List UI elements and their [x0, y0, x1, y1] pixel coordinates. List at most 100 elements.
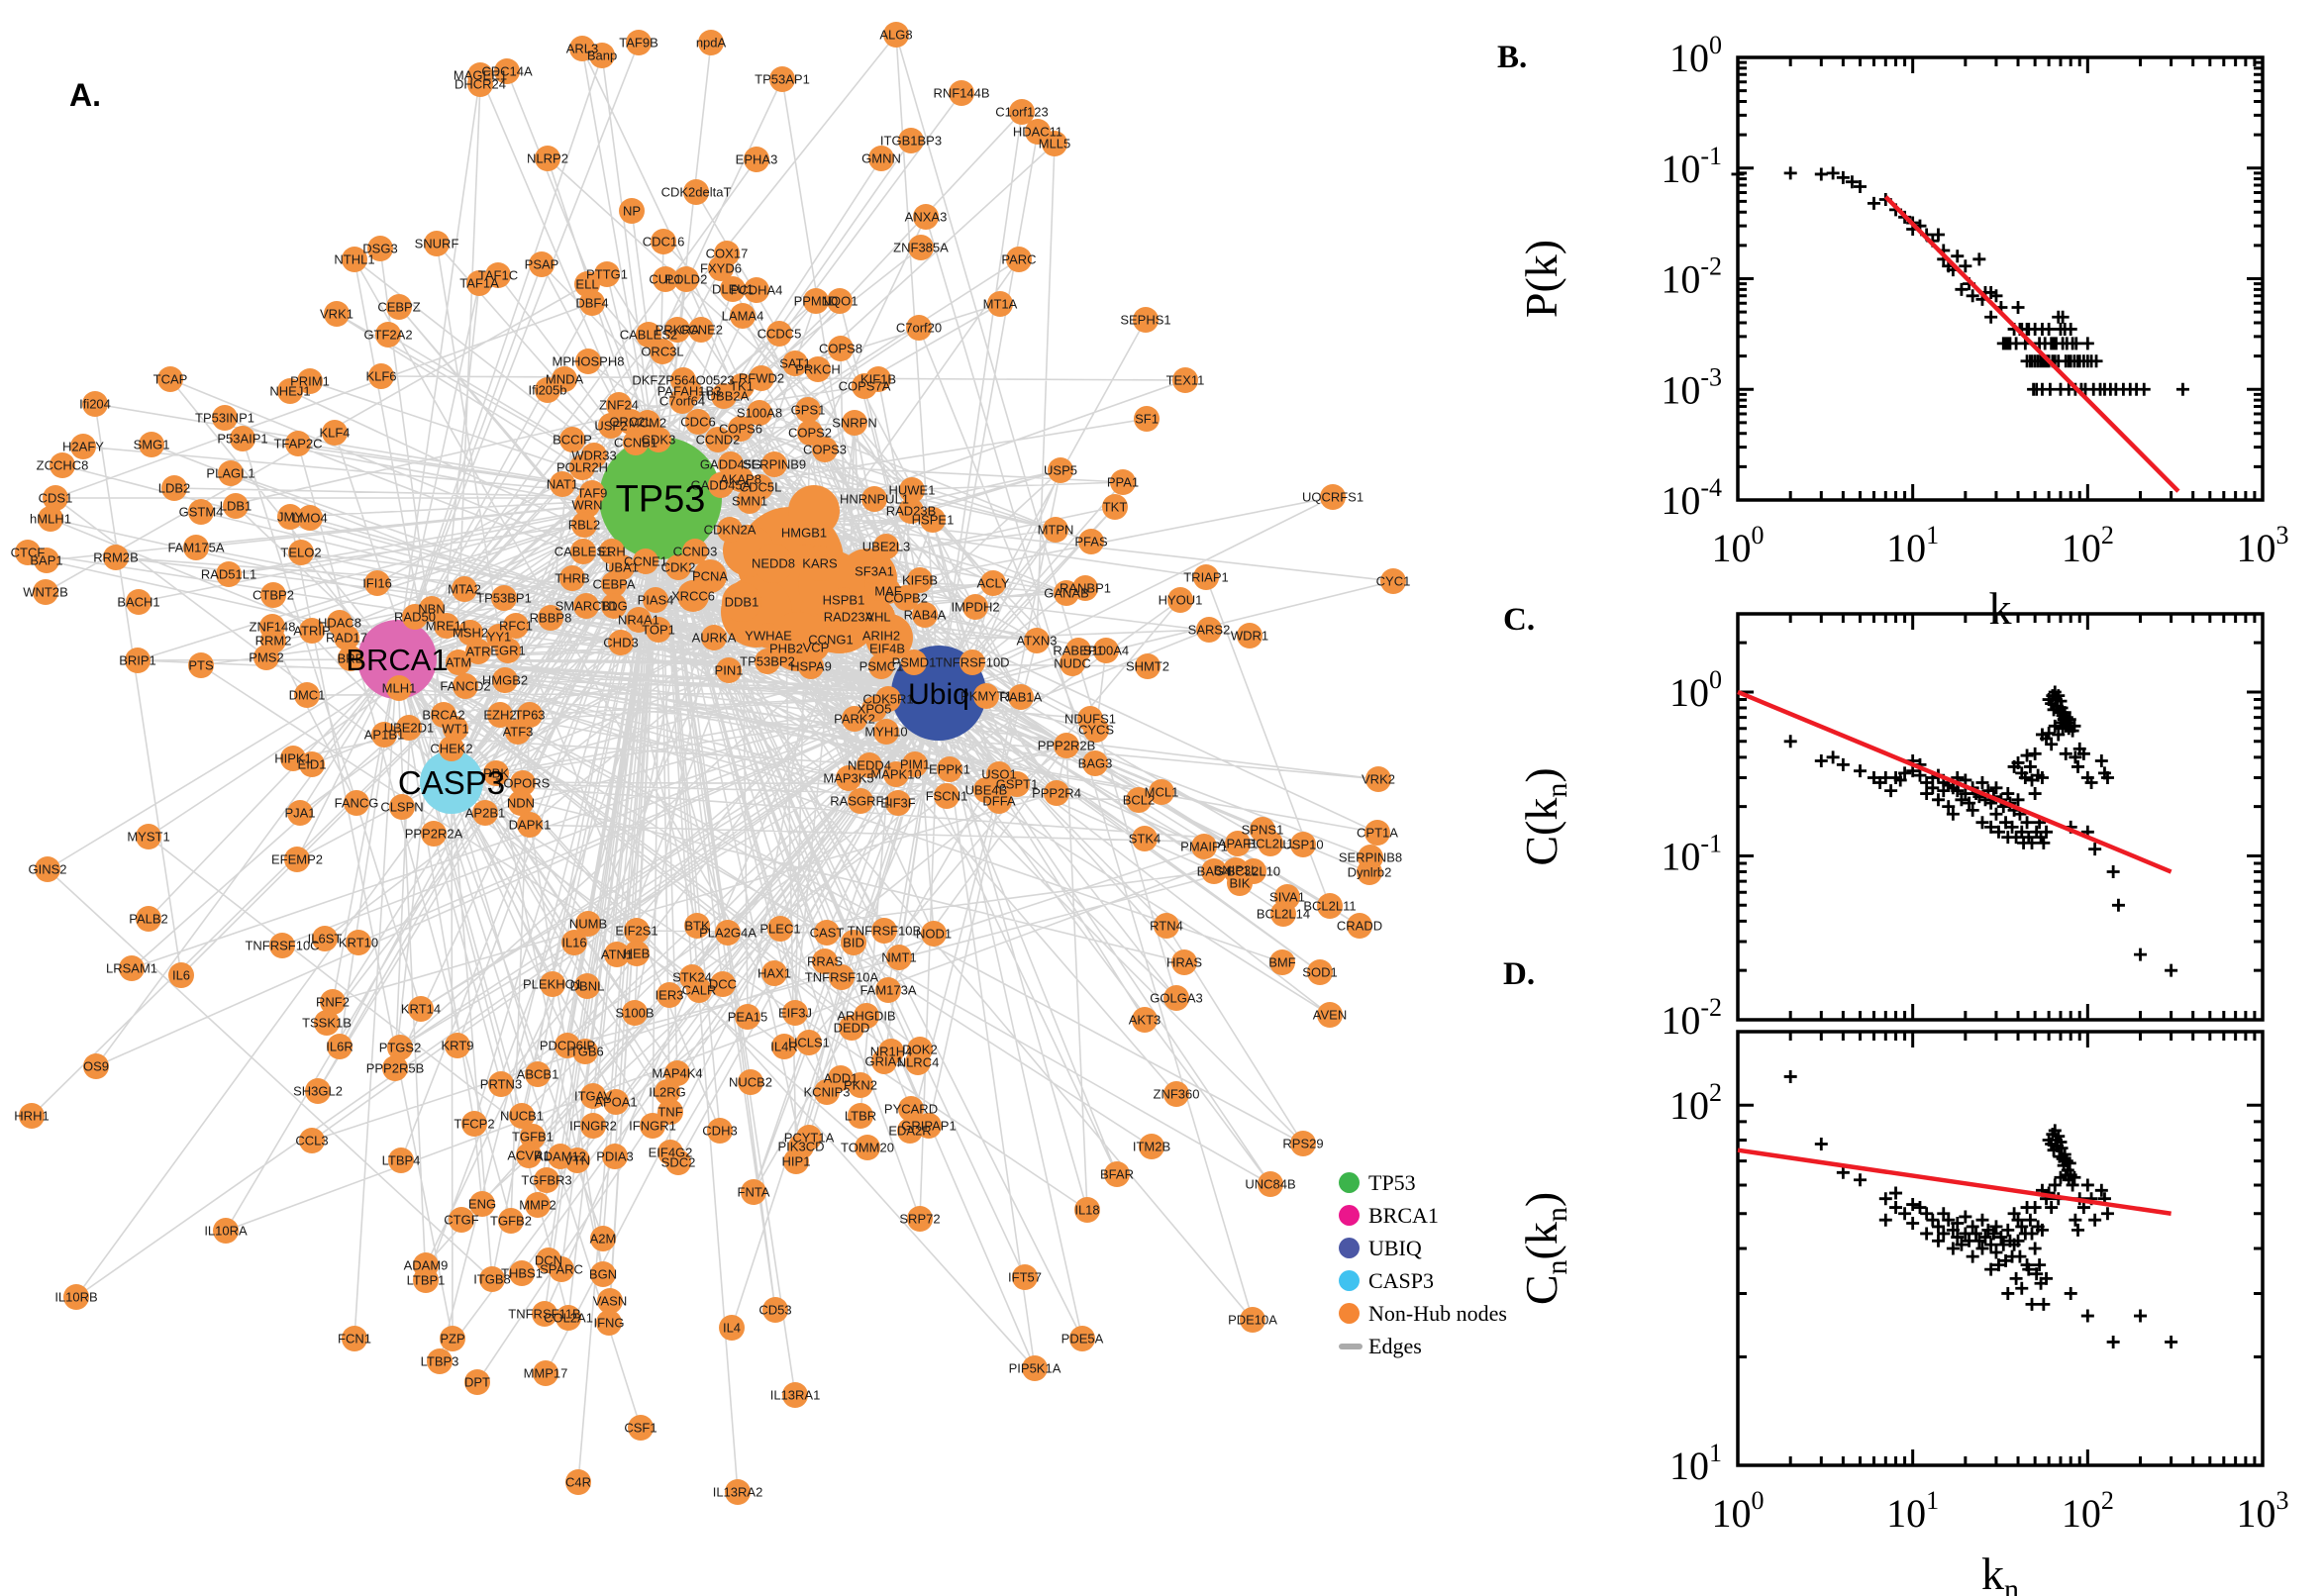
gene-node-label: GPS1 — [791, 403, 826, 418]
gene-node-label: MT1A — [983, 297, 1018, 312]
gene-node-label: PPM1D — [794, 294, 839, 309]
gene-node-label: SOD1 — [1302, 965, 1337, 980]
svg-text:101: 101 — [1886, 1486, 1939, 1536]
svg-text:10-2: 10-2 — [1661, 252, 1722, 302]
gene-node — [466, 270, 492, 296]
gene-node — [715, 920, 741, 946]
gene-node — [34, 548, 59, 573]
gene-node-label: TFAP2C — [273, 437, 322, 451]
scatter-points — [1783, 1069, 2178, 1348]
gene-node — [906, 315, 932, 341]
gene-node — [744, 277, 769, 303]
gene-node-label: TOPORS — [496, 776, 551, 791]
gene-node — [575, 911, 601, 937]
gene-node — [653, 266, 678, 292]
gene-node-label: USP10 — [1282, 838, 1323, 852]
gene-node — [622, 1000, 648, 1026]
gene-node-label: CUL1 — [649, 272, 681, 287]
svg-text:10-4: 10-4 — [1661, 473, 1722, 523]
gene-node-label: hMLH1 — [30, 512, 71, 527]
gene-node — [646, 617, 671, 643]
gene-node — [1024, 628, 1050, 653]
gene-node-label: TNFRSF10A — [805, 970, 879, 985]
y-axis-label: C(kn) — [1516, 767, 1573, 865]
gene-node-label: ABCB1 — [517, 1067, 559, 1082]
gene-node-label: DPT — [464, 1375, 490, 1390]
edge-line-icon — [1339, 1343, 1363, 1349]
gene-node-label: PSAP — [525, 257, 559, 272]
gene-node-label: S100A8 — [737, 406, 782, 421]
gene-node-label: MAP4K4 — [652, 1066, 702, 1081]
gene-node — [534, 1167, 559, 1193]
gene-node-label: COPB2 — [884, 591, 928, 606]
gene-node — [288, 540, 314, 565]
gene-node — [119, 955, 145, 981]
gene-node-label: BCCIP — [553, 433, 592, 448]
gene-node — [973, 683, 999, 709]
gene-node — [424, 231, 450, 256]
gene-node-label: TNFRSF10B — [848, 924, 921, 939]
gene-node-label: EGR1 — [490, 644, 525, 658]
gene-node-label: WT1 — [442, 722, 468, 737]
gene-node-label: UBE2L3 — [862, 540, 910, 554]
gene-node — [299, 1128, 325, 1153]
gene-node-label: RAD23A — [824, 610, 874, 625]
gene-node — [907, 1206, 933, 1232]
gene-node — [626, 607, 652, 633]
nonhub-nodes-layer — [15, 22, 1406, 1505]
gene-node — [719, 1315, 745, 1341]
axis-ticks — [1736, 1032, 2265, 1467]
casp3-node-icon — [1339, 1270, 1360, 1291]
gene-node — [38, 506, 63, 532]
gene-node-label: RABEP1 — [1053, 644, 1103, 658]
gene-node — [875, 977, 901, 1003]
gene-node-label: CDKN2A — [704, 523, 757, 538]
gene-node — [33, 579, 58, 605]
gene-node-label: HMGB2 — [482, 673, 528, 688]
gene-node-label: ATR — [465, 645, 490, 659]
gene-node-label: ADAM12 — [535, 1149, 586, 1164]
gene-node-label: SHMT2 — [1126, 659, 1169, 674]
gene-node — [1074, 1197, 1100, 1223]
gene-node-label: MYH10 — [864, 725, 907, 740]
gene-node — [439, 736, 464, 761]
svg-text:101: 101 — [1669, 1439, 1722, 1488]
hub-node-tp53 — [599, 437, 722, 559]
gene-node-label: CCNG1 — [808, 633, 854, 648]
gene-node-label: FNTA — [738, 1185, 770, 1200]
legend: TP53 BRCA1 UBIQ CASP3 Non-Hub nodes Edge… — [1339, 1166, 1507, 1362]
gene-node — [669, 388, 695, 414]
gene-node — [1006, 247, 1032, 272]
svg-text:103: 103 — [2237, 521, 2289, 570]
gene-node — [427, 1348, 453, 1374]
gene-node — [387, 1035, 413, 1060]
gene-node — [899, 477, 925, 503]
gene-node-label: EZH2 — [483, 708, 516, 723]
gene-node — [509, 1103, 535, 1129]
gene-node-label: ATRIP — [293, 624, 330, 639]
gene-node-label: LMO4 — [292, 511, 327, 526]
gene-node — [574, 973, 600, 999]
gene-node-label: PLEKHO1 — [523, 977, 582, 992]
gene-node-label: HAX1 — [758, 966, 791, 981]
gene-node-label: BRE — [338, 651, 364, 666]
gene-node — [446, 649, 471, 675]
gene-node-label: EPHA3 — [736, 152, 778, 167]
gene-node-label: CTGF — [444, 1213, 478, 1228]
gene-node-label: NAT1 — [547, 477, 578, 492]
gene-node-label: IL6 — [172, 968, 190, 983]
gene-node — [1054, 733, 1079, 758]
gene-node-label: MAF — [874, 584, 902, 599]
gene-node-label: BCL2 — [1123, 793, 1156, 808]
gene-node-label: MAGEE1 — [454, 68, 507, 83]
gene-node-label: SERPINB8 — [1339, 850, 1402, 865]
gene-node-label: IL10RB — [54, 1290, 97, 1305]
gene-node-label: GRIA1 — [864, 1054, 903, 1069]
gene-node-label: TP63 — [514, 708, 545, 723]
gene-node — [334, 625, 359, 650]
gene-node — [767, 916, 793, 942]
gene-node-label: CLSPN — [380, 800, 423, 815]
gene-node — [559, 427, 585, 452]
gene-node-label: SNRPN — [832, 416, 877, 431]
gene-node-label: CEBPA — [592, 577, 635, 592]
